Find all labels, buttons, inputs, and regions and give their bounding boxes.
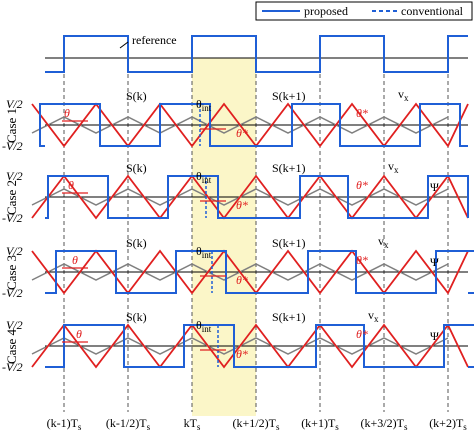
vx-label: vx [378, 234, 389, 250]
s-k1-label: S(k+1) [272, 89, 305, 103]
theta-label: θ [68, 178, 74, 192]
theta-star-label: θ* [236, 126, 248, 140]
output-waveform [45, 250, 474, 294]
output-waveform [45, 175, 469, 219]
theta-int-label: θint [196, 318, 212, 334]
x-tick-label: kTs [184, 416, 201, 431]
theta-star-label: θ* [236, 198, 248, 212]
v-half-neg-label: -V/2 [2, 139, 23, 153]
s-k-label: S(k) [126, 161, 147, 175]
case-label: Case 1 [4, 108, 19, 143]
theta-star-label: θ* [236, 273, 248, 287]
x-tick-label: (k+3/2)Ts [361, 416, 408, 431]
psi-label: Ψ [430, 255, 439, 269]
legend-conventional-label: conventional [401, 4, 464, 18]
v-half-pos-label: V/2 [6, 169, 23, 183]
s-k-label: S(k) [126, 310, 147, 324]
x-tick-label: (k+1)Ts [301, 416, 339, 431]
s-k-label: S(k) [126, 236, 147, 250]
time-gridlines [63, 60, 449, 412]
s-k1-label: S(k+1) [272, 236, 305, 250]
vx-label: vx [398, 87, 409, 103]
x-tick-label: (k-1)Ts [47, 416, 82, 431]
case-label: Case 3 [4, 255, 19, 290]
theta-star-label-2: θ* [356, 106, 368, 120]
s-k1-label: S(k+1) [272, 161, 305, 175]
legend: proposed conventional [255, 1, 473, 21]
theta-star-label-2: θ* [356, 253, 368, 267]
output-waveform [45, 324, 474, 368]
s-k-label: S(k) [126, 89, 147, 103]
reference-waveform [45, 35, 468, 73]
x-axis-ticks: (k-1)Ts (k-1/2)Ts kTs (k+1/2)Ts (k+1)Ts (k+3/… [47, 416, 468, 431]
legend-proposed-label: proposed [304, 4, 348, 18]
vx-label: vx [368, 308, 379, 324]
theta-star-label-2: θ* [356, 178, 368, 192]
x-tick-label: (k+1/2)Ts [233, 416, 280, 431]
theta-star-label-2: θ* [356, 327, 368, 341]
psi-label: Ψ [430, 180, 439, 194]
vx-label: vx [388, 159, 399, 175]
reference-signal: reference [45, 33, 468, 73]
x-tick-label: (k+2)Ts [429, 416, 467, 431]
v-half-neg-label: -V/2 [2, 286, 23, 300]
highlight-band [192, 58, 256, 416]
s-k1-label: S(k+1) [272, 310, 305, 324]
x-tick-label: (k-1/2)Ts [106, 416, 151, 431]
reference-label: reference [132, 33, 177, 47]
v-half-pos-label: V/2 [6, 244, 23, 258]
v-half-pos-label: V/2 [6, 318, 23, 332]
theta-label: θ [64, 106, 70, 120]
psi-label: Ψ [430, 329, 439, 343]
theta-int-label: θint [196, 169, 212, 185]
carrier-waveform [31, 323, 469, 369]
v-half-neg-label: -V/2 [2, 360, 23, 374]
carrier-waveform [31, 174, 469, 220]
theta-star-label: θ* [236, 347, 248, 361]
output-waveform [39, 103, 468, 147]
theta-label: θ [76, 327, 82, 341]
v-half-neg-label: -V/2 [2, 211, 23, 225]
legend-box [255, 1, 473, 21]
case-label: Case 2 [4, 180, 19, 215]
theta-int-label: θint [196, 97, 212, 113]
theta-int-label: θint [196, 244, 212, 260]
case-label: Case 4 [4, 328, 19, 364]
theta-label: θ [72, 253, 78, 267]
v-half-pos-label: V/2 [6, 97, 23, 111]
